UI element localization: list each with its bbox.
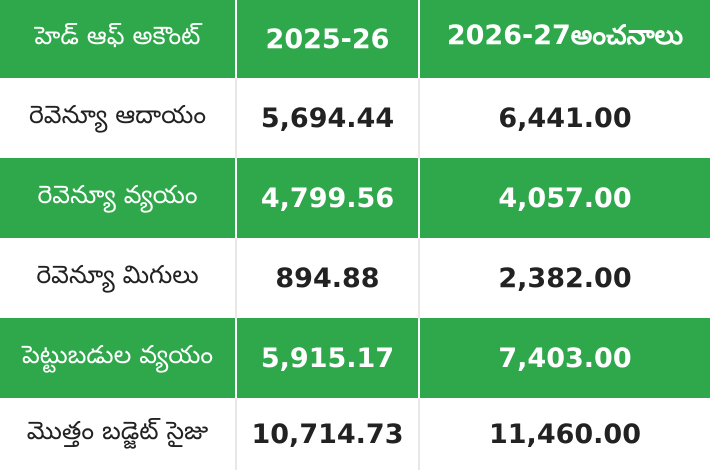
value-cell: 7,403.00 bbox=[418, 318, 710, 398]
header-cell: హెడ్ ఆఫ్ అకౌంట్ bbox=[0, 0, 235, 78]
value-cell: 4,057.00 bbox=[418, 158, 710, 238]
row-label: మొత్తం బడ్జెట్ సైజు bbox=[0, 398, 235, 470]
row-label: రెవెన్యూ మిగులు bbox=[0, 238, 235, 318]
value-cell: 11,460.00 bbox=[418, 398, 710, 470]
value-cell: 6,441.00 bbox=[418, 78, 710, 158]
row-label: పెట్టుబడుల వ్యయం bbox=[0, 318, 235, 398]
header-cell: 2025-26 bbox=[235, 0, 418, 78]
value-cell: 4,799.56 bbox=[235, 158, 418, 238]
row-label: రెవెన్యూ వ్యయం bbox=[0, 158, 235, 238]
value-cell: 894.88 bbox=[235, 238, 418, 318]
value-cell: 10,714.73 bbox=[235, 398, 418, 470]
row-label: రెవెన్యూ ఆదాయం bbox=[0, 78, 235, 158]
value-cell: 5,694.44 bbox=[235, 78, 418, 158]
header-cell: 2026-27అంచనాలు bbox=[418, 0, 710, 78]
value-cell: 2,382.00 bbox=[418, 238, 710, 318]
value-cell: 5,915.17 bbox=[235, 318, 418, 398]
